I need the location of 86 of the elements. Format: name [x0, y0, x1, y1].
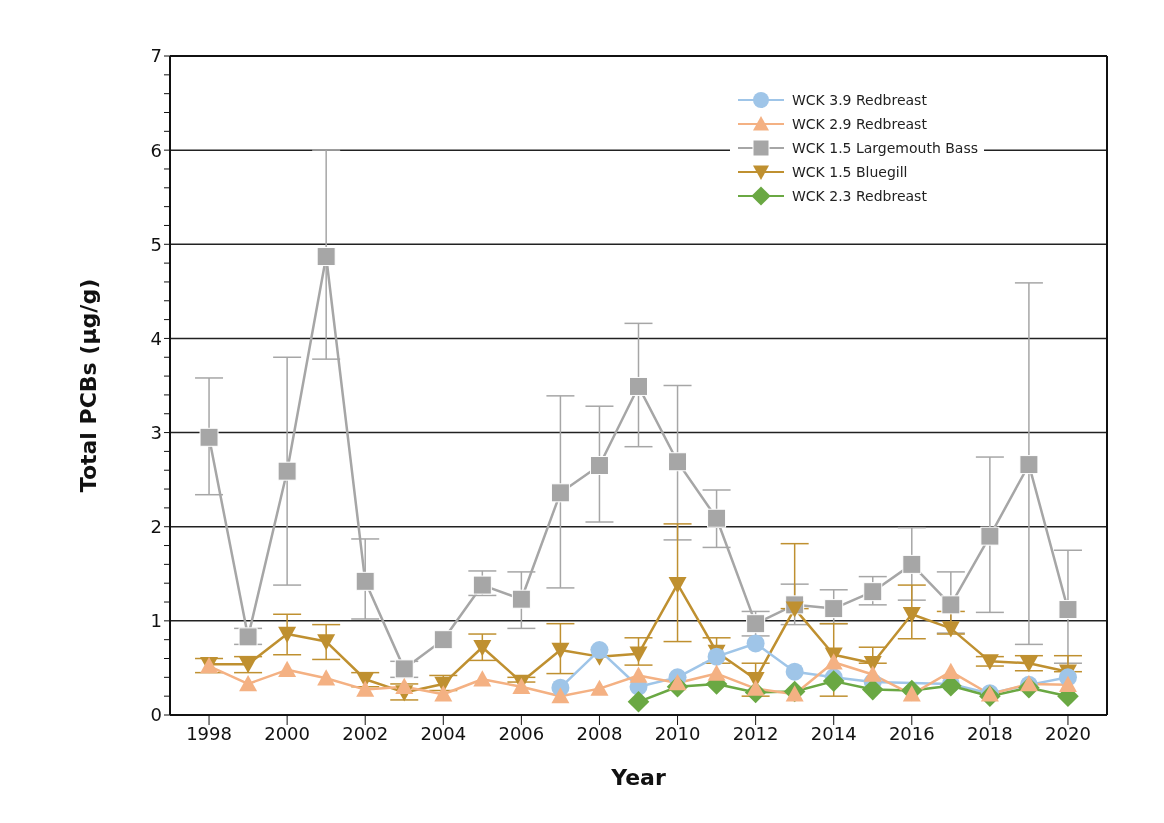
point [824, 599, 844, 619]
y-tick-label: 0 [150, 704, 162, 726]
point [589, 456, 609, 476]
point [472, 575, 492, 595]
point [668, 452, 688, 472]
point [746, 614, 766, 634]
x-tick-label: 2012 [732, 722, 779, 744]
point [668, 576, 687, 594]
point [473, 670, 492, 687]
point [941, 595, 961, 615]
point [1058, 675, 1077, 693]
point [590, 641, 609, 660]
point [941, 662, 960, 679]
x-tick-label: 2014 [810, 722, 857, 744]
point [511, 589, 531, 609]
point [199, 427, 219, 447]
point [629, 646, 648, 663]
point [394, 659, 414, 679]
point [1019, 656, 1038, 673]
point [551, 642, 570, 660]
point [278, 660, 297, 678]
point [433, 630, 453, 650]
legend-label: WCK 3.9 Redbreast [792, 92, 927, 108]
point [980, 526, 1000, 546]
point [902, 685, 921, 702]
point [395, 677, 414, 694]
legend-label: WCK 2.3 Redbreast [792, 188, 927, 204]
point [317, 669, 336, 686]
point [356, 680, 375, 697]
point [550, 483, 570, 503]
x-tick-label: 2018 [966, 722, 1013, 744]
y-tick-label: 3 [150, 421, 162, 443]
point [863, 582, 883, 602]
point [551, 687, 570, 704]
point [863, 665, 882, 682]
point [746, 679, 765, 696]
point [317, 634, 336, 651]
x-tick-label: 2006 [498, 722, 545, 744]
point [627, 691, 650, 713]
point [746, 634, 765, 653]
point [316, 247, 336, 267]
point [902, 607, 921, 624]
point [785, 662, 804, 681]
x-tick-label: 2016 [888, 722, 935, 744]
point [941, 621, 960, 638]
x-axis-title: Year [610, 765, 666, 790]
point [277, 461, 297, 481]
x-tick-label: 2002 [342, 722, 389, 744]
point [785, 685, 804, 702]
point [278, 626, 297, 644]
point [355, 571, 375, 591]
y-tick-label: 5 [150, 233, 162, 255]
y-tick-label: 2 [150, 516, 162, 538]
x-tick-label: 2020 [1045, 722, 1091, 744]
point [434, 685, 453, 702]
x-tick-label: 2010 [654, 722, 701, 744]
point [238, 627, 258, 647]
point [629, 666, 648, 683]
point [980, 654, 999, 671]
y-tick-label: 1 [150, 610, 162, 632]
point [707, 508, 727, 528]
x-tick-label: 2000 [264, 722, 311, 744]
point [239, 656, 258, 674]
point [822, 670, 845, 692]
point [824, 653, 843, 670]
point [785, 601, 804, 618]
point [629, 376, 648, 396]
x-tick-label: 2008 [576, 722, 623, 744]
point [902, 554, 922, 574]
y-tick-label: 7 [150, 45, 162, 67]
point [707, 664, 726, 681]
legend-label: WCK 1.5 Bluegill [792, 164, 908, 180]
y-tick-label: 6 [150, 139, 162, 161]
point [590, 679, 609, 696]
point [668, 673, 687, 691]
legend-label: WCK 2.9 Redbreast [792, 116, 927, 132]
point [473, 640, 492, 657]
point [1058, 600, 1078, 620]
y-tick-label: 4 [150, 327, 162, 349]
point [239, 674, 258, 692]
legend-label: WCK 1.5 Largemouth Bass [792, 140, 979, 156]
point [1019, 455, 1039, 475]
y-axis-title: Total PCBs (µg/g) [75, 278, 101, 493]
x-tick-label: 2004 [420, 722, 467, 744]
x-tick-label: 1998 [186, 722, 232, 744]
point [707, 647, 726, 666]
